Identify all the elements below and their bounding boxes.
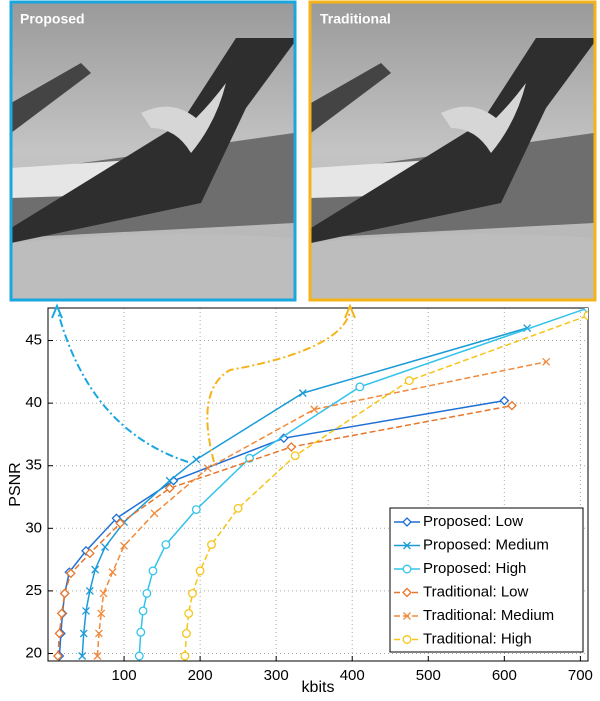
x-tick-label: 300 [264,667,289,684]
legend-label: Proposed: Low [423,513,523,530]
y-tick-label: 35 [25,457,42,474]
x-tick-label: 400 [340,667,365,684]
x-tick-label: 100 [112,667,137,684]
x-tick-label: 700 [568,667,593,684]
marker [584,312,592,320]
marker [139,607,147,615]
y-tick-label: 25 [25,582,42,599]
legend-label: Traditional: Medium [423,607,554,624]
y-tick-label: 30 [25,519,42,536]
marker [185,610,193,618]
marker [162,541,170,549]
y-tick-label: 40 [25,394,42,411]
marker [137,628,145,636]
x-axis-label: kbits [302,679,335,696]
legend-label: Proposed: High [423,560,526,577]
marker [291,452,299,460]
legend-label: Traditional: Low [423,583,528,600]
marker [183,630,191,638]
marker [403,636,411,644]
y-tick-label: 45 [25,332,42,349]
y-axis-label: PSNR [7,462,24,506]
marker [234,504,242,512]
image-panel: Proposed [11,2,295,300]
marker [208,541,216,549]
image-panel: Traditional [310,2,595,300]
x-tick-label: 200 [188,667,213,684]
marker [149,567,157,575]
x-tick-label: 600 [492,667,517,684]
marker [196,567,204,575]
marker [356,383,364,391]
legend-label: Proposed: Medium [423,536,549,553]
legend-label: Traditional: High [423,630,532,647]
y-tick-label: 20 [25,644,42,661]
marker [193,506,201,514]
marker [405,377,413,385]
marker [143,590,151,598]
marker [403,565,411,573]
x-tick-label: 500 [416,667,441,684]
marker [181,652,189,660]
figure: Proposed Traditional 100 200 300 400 500 600 7… [0,0,600,701]
image-label: Proposed [20,11,85,27]
marker [584,304,592,312]
marker [135,652,143,660]
plot: 100 200 300 400 500 600 700 20 25 30 35 40 45 kbits PS… [7,304,593,696]
marker [189,590,197,598]
image-label: Traditional [320,11,391,27]
